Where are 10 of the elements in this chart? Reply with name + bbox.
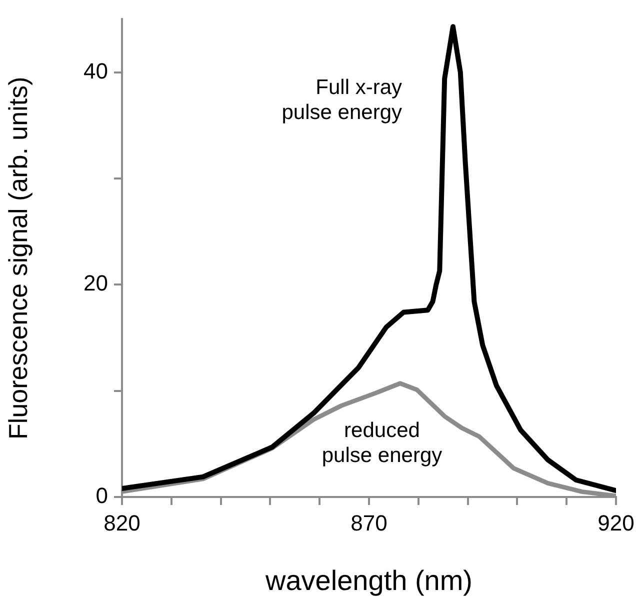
y-tick-label: 20 <box>84 270 108 296</box>
x-tick-label: 870 <box>350 510 388 536</box>
x-tick-label: 920 <box>598 510 634 536</box>
x-tick-label: 820 <box>104 510 140 536</box>
annotation: Full x-ray pulse energy <box>280 75 402 125</box>
y-tick-label: 40 <box>84 58 108 84</box>
annotation: reduced pulse energy <box>320 418 444 468</box>
y-axis-title: Fluorescence signal (arb. units) <box>2 76 33 440</box>
y-tick-label: 0 <box>96 483 108 508</box>
x-axis-title: wavelength (nm) <box>264 564 472 596</box>
